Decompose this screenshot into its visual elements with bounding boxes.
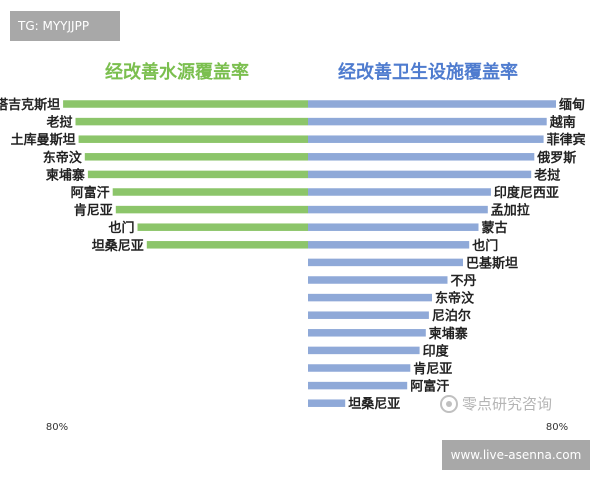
- right-category-label: 越南: [549, 115, 576, 131]
- right-bar: [308, 117, 547, 126]
- left-bar: [87, 170, 309, 179]
- left-category-label: 坦桑尼亚: [92, 238, 144, 254]
- right-bar: [308, 223, 479, 231]
- right-category-label: 俄罗斯: [536, 150, 576, 166]
- left-category-label: 老挝: [45, 115, 73, 131]
- right-bar: [308, 399, 346, 407]
- right-bar: [308, 381, 408, 390]
- watermark-logo-text: 零点研究咨询: [462, 395, 553, 413]
- right-category-label: 尼泊尔: [432, 308, 471, 324]
- right-bar: [308, 258, 463, 267]
- right-category-label: 坦桑尼亚: [348, 396, 400, 412]
- left-category-label: 肯尼亚: [74, 203, 113, 219]
- right-category-label: 菲律宾: [547, 132, 586, 148]
- right-category-label: 蒙古: [482, 220, 508, 236]
- left-category-label: 也门: [108, 220, 134, 236]
- left-axis-max-label: 80%: [46, 422, 68, 433]
- right-category-label: 东帝汶: [435, 291, 475, 307]
- left-category-label: 阿富汗: [71, 185, 110, 201]
- wechat-icon: [440, 394, 458, 413]
- left-bar: [137, 223, 308, 231]
- right-category-label: 老挝: [533, 167, 561, 183]
- left-bar: [84, 153, 308, 161]
- left-category-label: 柬埔寨: [46, 167, 85, 183]
- right-bar: [308, 135, 544, 143]
- watermark-tag-text: TG: MYYJJPP: [18, 19, 90, 33]
- left-bar: [78, 135, 308, 143]
- right-bar: [308, 188, 491, 196]
- watermark-url: www.live-asenna.com: [442, 440, 590, 470]
- right-bar: [308, 100, 556, 108]
- right-category-label: 印度: [423, 343, 450, 359]
- left-chart-title: 经改善水源覆盖率: [105, 61, 249, 83]
- right-bar: [308, 329, 426, 337]
- watermark-url-text: www.live-asenna.com: [450, 448, 582, 462]
- right-category-label: 不丹: [451, 274, 477, 289]
- right-category-label: 印度尼西亚: [494, 185, 559, 201]
- right-bar: [308, 276, 448, 284]
- right-axis-max-label: 80%: [546, 422, 568, 433]
- watermark-tag: TG: MYYJJPP: [10, 11, 120, 41]
- left-category-label: 土库曼斯坦: [11, 132, 76, 148]
- left-bar: [63, 100, 308, 108]
- right-chart-title: 经改善卫生设施覆盖率: [338, 61, 518, 83]
- right-bar: [308, 311, 429, 319]
- right-category-label: 阿富汗: [410, 379, 449, 395]
- right-category-label: 孟加拉: [491, 203, 530, 219]
- right-bar: [308, 364, 411, 372]
- left-bar: [75, 117, 308, 126]
- right-category-label: 肯尼亚: [413, 361, 452, 377]
- watermark-logo: 零点研究咨询: [440, 393, 552, 414]
- right-bar: [308, 241, 470, 249]
- right-category-label: 缅甸: [559, 97, 585, 113]
- right-category-label: 柬埔寨: [429, 326, 468, 342]
- left-bar: [146, 241, 308, 249]
- right-category-label: 巴基斯坦: [466, 255, 518, 271]
- left-bar: [115, 205, 308, 214]
- right-bars-group: 缅甸越南菲律宾俄罗斯老挝印度尼西亚孟加拉蒙古也门巴基斯坦不丹东帝汶尼泊尔柬埔寨印…: [308, 97, 586, 412]
- left-bar: [112, 188, 308, 196]
- right-bar: [308, 153, 535, 161]
- left-category-label: 塔吉克斯坦: [0, 97, 60, 113]
- right-bar: [308, 170, 532, 179]
- left-category-label: 东帝汶: [43, 150, 83, 166]
- right-bar: [308, 346, 420, 355]
- right-bar: [308, 205, 488, 214]
- right-bar: [308, 293, 432, 302]
- right-category-label: 也门: [472, 238, 498, 254]
